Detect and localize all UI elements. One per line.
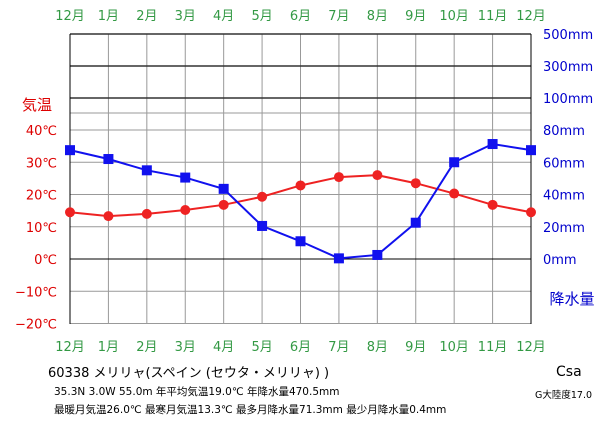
month-label-bottom: 1月 bbox=[98, 340, 119, 355]
climate-classification: Csa bbox=[556, 364, 582, 380]
temperature-point bbox=[410, 178, 421, 189]
temperature-point bbox=[372, 170, 383, 181]
climate-chart: 12月 12月 1月 1月 2月 2月 3月 3月 4月 4月 5月 5月 6月 6月 7月 7月 8月 8月 9月… bbox=[15, 9, 595, 355]
precipitation-point bbox=[180, 172, 191, 183]
month-label-bottom: 9月 bbox=[405, 340, 426, 355]
station-summary-line2: 最暖月気温26.0℃ 最寒月気温13.3℃ 最多月降水量71.3mm 最少月降水… bbox=[54, 404, 447, 416]
precipitation-point bbox=[257, 220, 268, 231]
precipitation-tick-label: 20mm bbox=[543, 221, 585, 236]
precipitation-point bbox=[526, 145, 536, 156]
month-label-bottom: 11月 bbox=[478, 340, 508, 355]
month-label-top: 7月 bbox=[328, 9, 349, 24]
month-label-top: 12月 bbox=[516, 9, 546, 24]
station-summary-line1: 35.3N 3.0W 55.0m 年平均気温19.0℃ 年降水量470.5mm bbox=[54, 386, 340, 398]
month-label-bottom: 2月 bbox=[136, 340, 157, 355]
month-label-bottom: 6月 bbox=[290, 340, 311, 355]
month-label-top: 2月 bbox=[136, 9, 157, 24]
temperature-point bbox=[218, 199, 229, 210]
temperature-point bbox=[103, 211, 114, 222]
precipitation-tick-label: 60mm bbox=[543, 156, 585, 171]
month-label-top: 12月 bbox=[55, 9, 85, 24]
month-label-top: 3月 bbox=[175, 9, 196, 24]
temperature-tick-label: 10℃ bbox=[26, 221, 57, 236]
chart-series bbox=[65, 139, 536, 264]
temperature-tick-label: 30℃ bbox=[26, 156, 57, 171]
precipitation-point bbox=[65, 145, 75, 156]
month-label-top: 4月 bbox=[213, 9, 234, 24]
precipitation-point bbox=[333, 253, 344, 264]
continentality-index: G大陸度17.0 bbox=[535, 390, 593, 401]
temperature-point bbox=[487, 199, 498, 210]
month-label-bottom: 12月 bbox=[516, 340, 546, 355]
chart-labels: 12月 12月 1月 1月 2月 2月 3月 3月 4月 4月 5月 5月 6月 6月 7月 7月 8月 8月 9月… bbox=[15, 9, 595, 355]
month-label-bottom: 8月 bbox=[367, 340, 388, 355]
temperature-axis-title: 気温 bbox=[22, 96, 52, 114]
month-label-top: 9月 bbox=[405, 9, 426, 24]
precipitation-point bbox=[372, 249, 383, 260]
temperature-point bbox=[295, 180, 306, 191]
month-label-bottom: 5月 bbox=[251, 340, 272, 355]
month-label-bottom: 4月 bbox=[213, 340, 234, 355]
precipitation-point bbox=[449, 157, 460, 168]
month-label-bottom: 12月 bbox=[55, 340, 85, 355]
precipitation-point bbox=[218, 183, 229, 194]
temperature-point bbox=[257, 191, 268, 202]
temperature-point bbox=[526, 207, 536, 218]
month-label-top: 5月 bbox=[251, 9, 272, 24]
grid-lines bbox=[69, 33, 532, 324]
precipitation-tick-label: 500mm bbox=[543, 28, 593, 43]
precipitation-tick-label: 100mm bbox=[543, 92, 593, 107]
temperature-tick-label: −10℃ bbox=[15, 285, 57, 300]
month-label-top: 10月 bbox=[439, 9, 469, 24]
temperature-point bbox=[65, 207, 75, 218]
precipitation-point bbox=[295, 236, 306, 247]
month-label-top: 8月 bbox=[367, 9, 388, 24]
station-name: 60338 メリリャ(スペイン (セウタ・メリリャ) ) bbox=[48, 366, 330, 381]
month-label-bottom: 7月 bbox=[328, 340, 349, 355]
temperature-point bbox=[141, 208, 152, 219]
month-label-bottom: 3月 bbox=[175, 340, 196, 355]
precipitation-point bbox=[487, 139, 498, 150]
precipitation-point bbox=[103, 154, 114, 165]
precipitation-point bbox=[410, 217, 421, 228]
precipitation-tick-label: 40mm bbox=[543, 189, 585, 204]
month-label-bottom: 10月 bbox=[439, 340, 469, 355]
month-label-top: 1月 bbox=[98, 9, 119, 24]
temperature-tick-label: −20℃ bbox=[15, 318, 57, 333]
temperature-tick-label: 0℃ bbox=[34, 253, 57, 268]
precipitation-tick-label: 80mm bbox=[543, 124, 585, 139]
temperature-point bbox=[449, 188, 460, 199]
month-label-top: 6月 bbox=[290, 9, 311, 24]
precipitation-tick-label: 300mm bbox=[543, 60, 593, 75]
precipitation-tick-label: 0mm bbox=[543, 253, 577, 268]
precipitation-point bbox=[141, 165, 152, 176]
temperature-point bbox=[333, 172, 344, 183]
temperature-point bbox=[180, 204, 191, 215]
temperature-tick-label: 40℃ bbox=[26, 124, 57, 139]
precipitation-axis-title: 降水量 bbox=[549, 290, 594, 308]
temperature-tick-label: 20℃ bbox=[26, 189, 57, 204]
month-label-top: 11月 bbox=[478, 9, 508, 24]
chart-axes bbox=[69, 34, 532, 324]
